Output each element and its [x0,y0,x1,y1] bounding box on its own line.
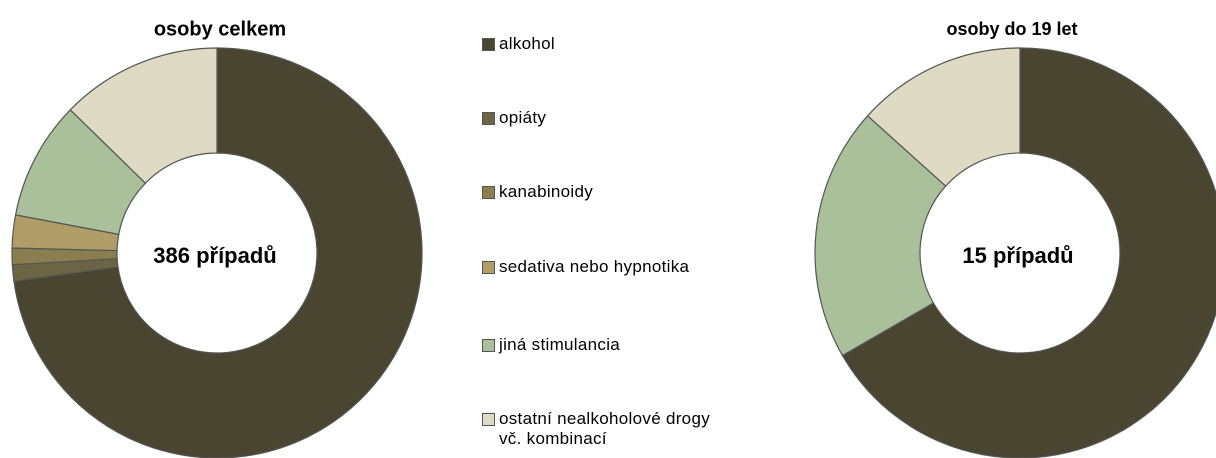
legend-item: kanabinoidy [480,182,593,202]
legend-label: kanabinoidy [499,182,594,201]
legend-label: alkohol [499,34,555,53]
center-label: 15 případů [962,243,1073,268]
legend-swatch [482,339,495,352]
legend-item: ostatní nealkoholové drogy vč. kombinací [480,409,710,449]
legend-label: sedativa nebo hypnotika [499,257,690,276]
donut-segment [13,47,423,458]
legend-swatch [482,38,495,51]
chart-title: osoby do 19 let [946,19,1077,39]
legend-label: ostatní nealkoholové drogy vč. kombinací [499,409,710,448]
legend-swatch [482,112,495,125]
legend-swatch [482,413,495,426]
donut-segment [841,47,1216,458]
donut-segment [866,47,1021,187]
center-label: 386 případů [153,243,276,268]
legend-item: alkohol [480,34,555,54]
legend-swatch [482,186,495,199]
legend-label: opiáty [499,108,547,127]
legend-item: opiáty [480,108,546,128]
legend-item: jiná stimulancia [480,335,620,355]
donut-segment [814,114,947,357]
chart-title: osoby celkem [154,18,286,40]
legend-item: sedativa nebo hypnotika [480,257,689,277]
legend-label: jiná stimulancia [499,335,621,354]
legend-swatch [482,261,495,274]
donut-segment [69,47,218,185]
